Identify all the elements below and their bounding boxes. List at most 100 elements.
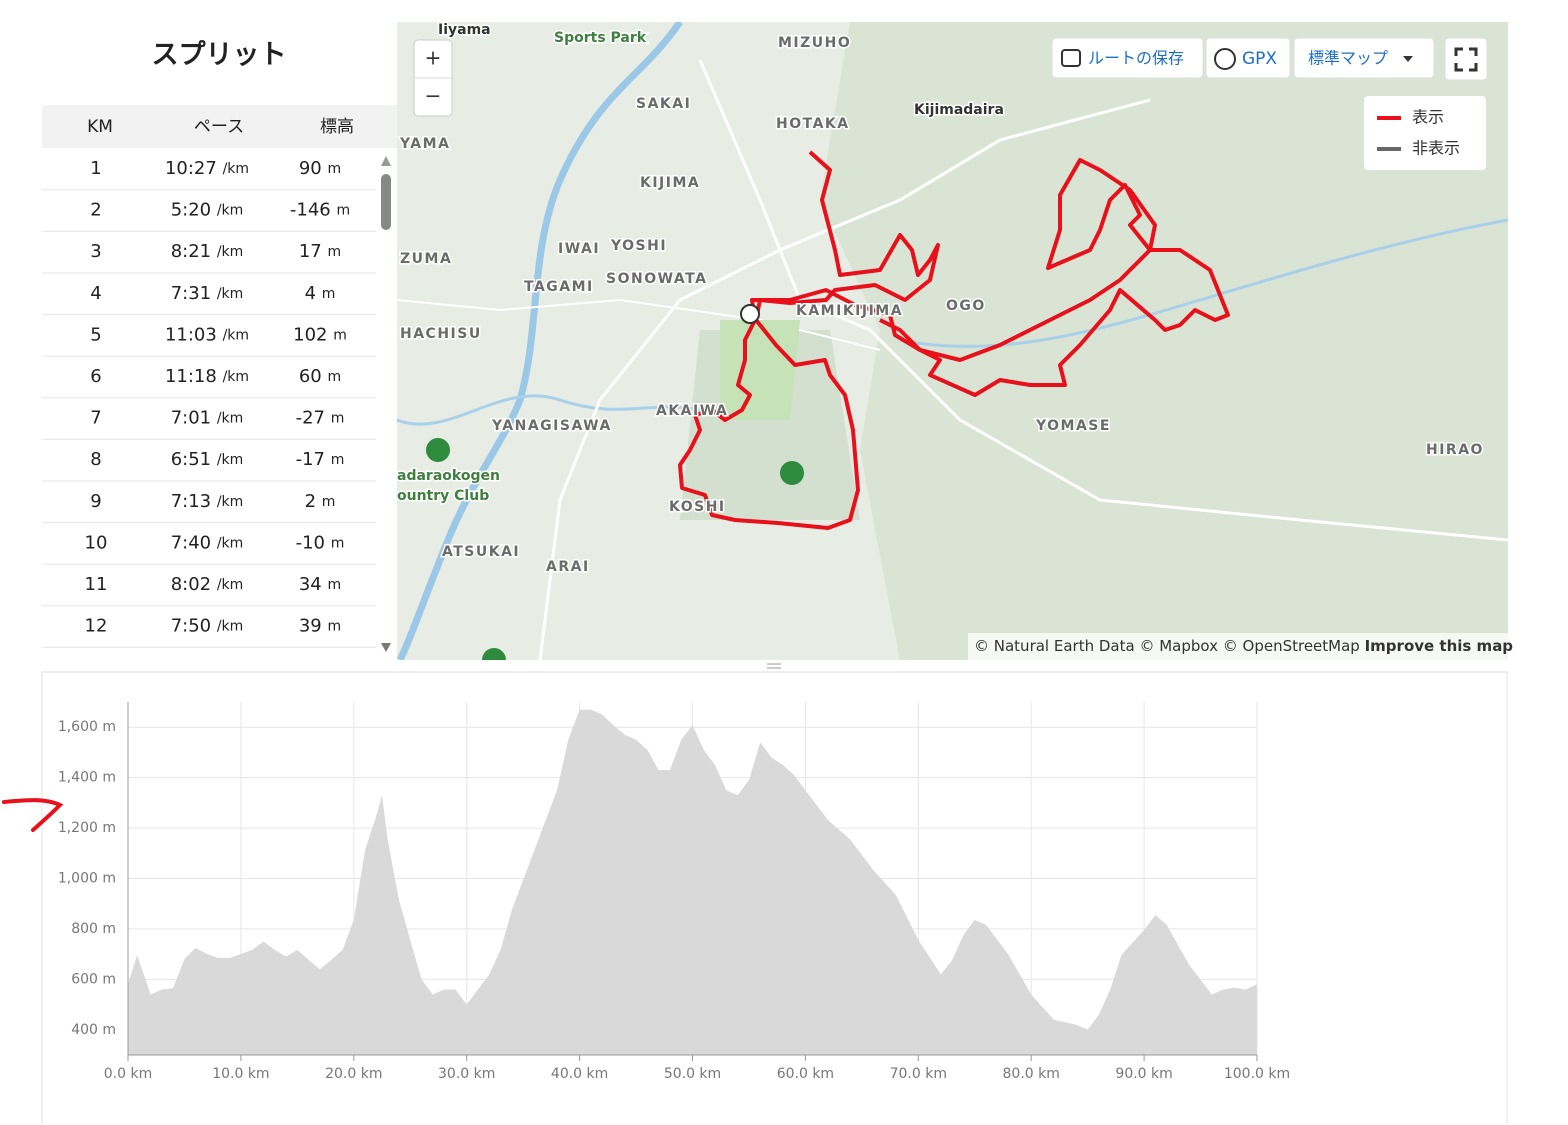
pace-value: 8:21 bbox=[171, 241, 211, 262]
km: 8 bbox=[90, 449, 101, 470]
elevation-area bbox=[128, 709, 1257, 1055]
pace-value: 11:03 bbox=[165, 324, 217, 345]
map-label: adaraokogen bbox=[397, 468, 500, 484]
map-label: YANAGISAWA bbox=[491, 418, 612, 434]
scroll-thumb[interactable] bbox=[381, 174, 391, 230]
x-tick-label: 90.0 km bbox=[1115, 1066, 1172, 1082]
pace-value: 11:18 bbox=[165, 366, 217, 387]
elevation-value: 34 bbox=[299, 574, 322, 595]
y-tick-label: 600 m bbox=[71, 971, 116, 987]
elevation-value: -17 bbox=[296, 449, 325, 470]
pace: 7:13 /km bbox=[171, 491, 244, 512]
map-label: YOSHI bbox=[610, 238, 667, 254]
elevation: 102 m bbox=[293, 324, 347, 345]
elevation-unit: m bbox=[331, 411, 345, 427]
elevation: -10 m bbox=[296, 532, 345, 553]
map-label: HACHISU bbox=[400, 326, 482, 342]
pace-unit: /km bbox=[223, 369, 249, 385]
y-tick-label: 800 m bbox=[71, 921, 116, 937]
elevation-value: 2 bbox=[305, 491, 316, 512]
elevation-value: -27 bbox=[296, 408, 325, 429]
zoom-out[interactable]: − bbox=[425, 84, 442, 108]
map-label: KIJIMA bbox=[640, 175, 700, 191]
km: 5 bbox=[90, 324, 101, 345]
map-style-label[interactable]: 標準マップ bbox=[1308, 49, 1388, 68]
save-route-button[interactable] bbox=[1051, 37, 1204, 79]
road bbox=[538, 98, 1151, 660]
elevation-value: 17 bbox=[299, 241, 322, 262]
y-tick-label: 400 m bbox=[71, 1022, 116, 1038]
pace-value: 8:02 bbox=[171, 574, 211, 595]
divider[interactable] bbox=[42, 660, 1508, 672]
legend-label: 表示 bbox=[1412, 108, 1444, 127]
elevation-value: -146 bbox=[290, 200, 331, 221]
legend-label: 非表示 bbox=[1412, 139, 1460, 158]
map-label: ZUMA bbox=[400, 251, 452, 267]
start-flag bbox=[740, 304, 760, 324]
gpx-label[interactable]: GPX bbox=[1242, 49, 1277, 69]
km: 2 bbox=[90, 200, 101, 221]
fullscreen-button[interactable] bbox=[1444, 37, 1488, 81]
elevation-unit: m bbox=[333, 327, 347, 343]
x-tick-label: 100.0 km bbox=[1224, 1066, 1290, 1082]
pace-value: 6:51 bbox=[171, 449, 211, 470]
map-label: Sports Park bbox=[554, 30, 647, 46]
km: 12 bbox=[85, 616, 108, 637]
elevation-unit: m bbox=[328, 161, 342, 177]
pace-unit: /km bbox=[217, 411, 243, 427]
pace-unit: /km bbox=[217, 619, 243, 635]
park bbox=[720, 320, 800, 420]
pace-value: 10:27 bbox=[165, 158, 217, 179]
elevation: 17 m bbox=[299, 241, 341, 262]
elevation: 4 m bbox=[305, 283, 336, 304]
road bbox=[397, 298, 881, 351]
elevation: 2 m bbox=[305, 491, 336, 512]
x-tick-label: 10.0 km bbox=[212, 1066, 269, 1082]
x-tick-label: 0.0 km bbox=[104, 1066, 152, 1082]
download-icon bbox=[1214, 48, 1236, 70]
x-tick-label: 80.0 km bbox=[1003, 1066, 1060, 1082]
annotation-arrow bbox=[2, 798, 64, 832]
scroll-up[interactable] bbox=[381, 156, 391, 166]
map[interactable]: Iiyama Sports Park MIZUHO SAKAI HOTAKA Kijima… bbox=[397, 22, 1513, 672]
attribution-box bbox=[968, 633, 1508, 660]
mountain-terrain bbox=[820, 22, 1508, 660]
pace-value: 7:13 bbox=[171, 491, 211, 512]
pace-unit: /km bbox=[217, 286, 243, 302]
route-icon bbox=[1061, 49, 1081, 67]
x-tick-label: 50.0 km bbox=[664, 1066, 721, 1082]
attribution-link[interactable]: Improve this map bbox=[1365, 637, 1514, 655]
elevation-unit: m bbox=[328, 244, 342, 260]
save-route-label[interactable]: ルートの保存 bbox=[1088, 49, 1184, 68]
elevation-unit: m bbox=[328, 369, 342, 385]
map-label: ATSUKAI bbox=[442, 544, 520, 560]
km: 9 bbox=[90, 491, 101, 512]
pace: 8:02 /km bbox=[171, 574, 244, 595]
zoom-in[interactable]: + bbox=[425, 46, 442, 70]
map-label: IWAI bbox=[558, 241, 600, 257]
column-header: 標高 bbox=[320, 117, 354, 137]
scroll-down[interactable] bbox=[381, 643, 391, 652]
map-label: YAMA bbox=[399, 136, 450, 152]
map-style-button[interactable] bbox=[1293, 37, 1435, 79]
km: 3 bbox=[90, 241, 101, 262]
pace-unit: /km bbox=[217, 244, 243, 260]
park-icon bbox=[426, 438, 450, 462]
pace: 8:21 /km bbox=[171, 241, 244, 262]
park-icon bbox=[780, 461, 804, 485]
elevation-value: 90 bbox=[299, 158, 322, 179]
x-tick-label: 40.0 km bbox=[551, 1066, 608, 1082]
y-tick-label: 1,600 m bbox=[58, 719, 116, 735]
elevation-value: 60 bbox=[299, 366, 322, 387]
pace: 5:20 /km bbox=[171, 200, 244, 221]
pace-unit: /km bbox=[217, 203, 243, 219]
elevation-unit: m bbox=[328, 619, 342, 635]
x-tick-label: 20.0 km bbox=[325, 1066, 382, 1082]
pace-value: 7:40 bbox=[171, 532, 211, 553]
map-label: Iiyama bbox=[438, 22, 491, 38]
elevation-unit: m bbox=[331, 452, 345, 468]
elevation-value: 39 bbox=[299, 616, 322, 637]
elevation: 60 m bbox=[299, 366, 341, 387]
